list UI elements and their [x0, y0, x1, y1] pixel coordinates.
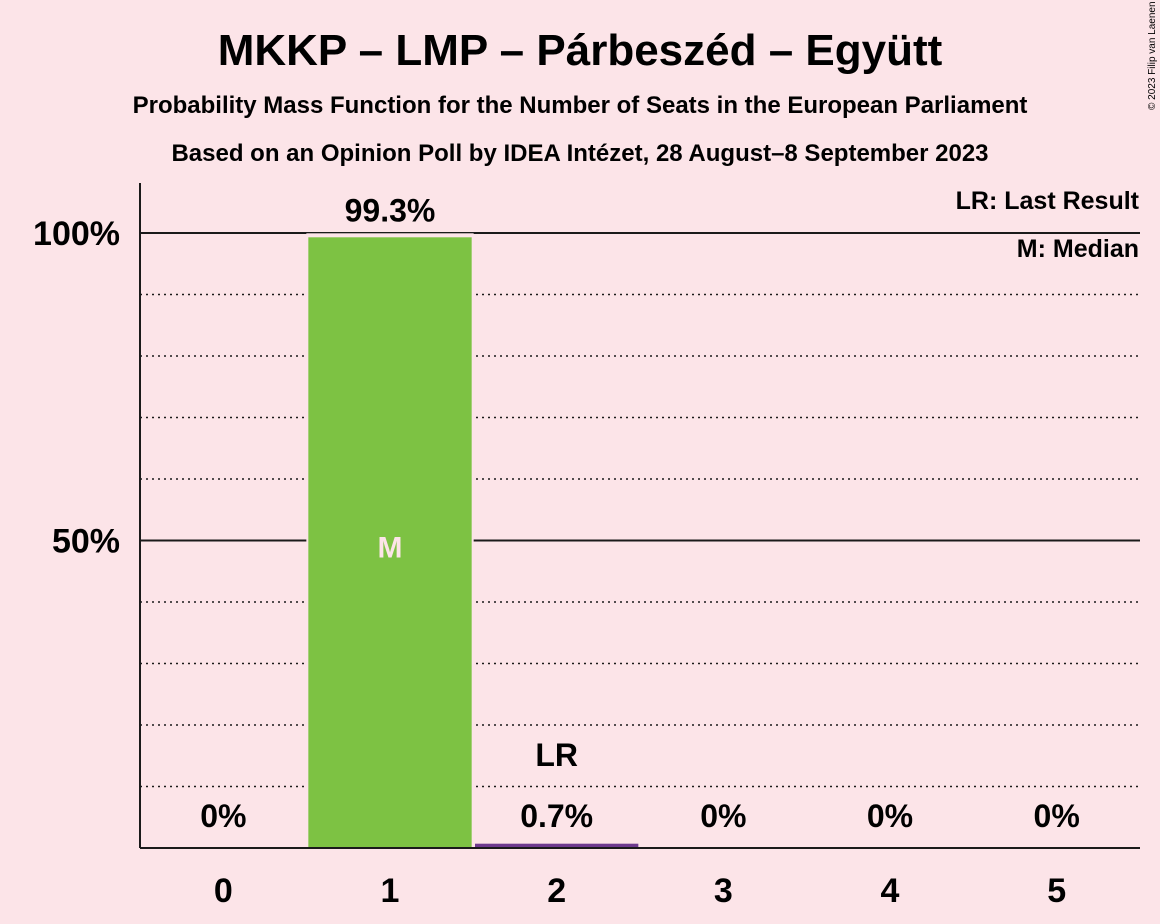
data-label: 99.3% [345, 192, 436, 228]
legend-median: M: Median [1017, 235, 1139, 263]
data-label: 0% [700, 798, 746, 834]
median-marker: M [378, 532, 403, 565]
last-result-marker: LR [535, 737, 578, 773]
bar-1 [308, 237, 472, 848]
x-tick-label: 5 [1047, 872, 1066, 910]
data-label: 0.7% [520, 798, 593, 834]
x-tick-label: 4 [881, 872, 900, 910]
data-label: 0% [200, 798, 246, 834]
copyright-note: © 2023 Filip van Laenen [1147, 1, 1158, 110]
x-tick-label: 1 [381, 872, 400, 910]
x-tick-label: 0 [214, 872, 233, 910]
y-tick-label: 100% [33, 215, 120, 253]
chart-subtitle: Probability Mass Function for the Number… [133, 92, 1028, 119]
chart-title: MKKP – LMP – Párbeszéd – Együtt [218, 26, 943, 75]
data-label: 0% [1034, 798, 1080, 834]
data-label: 0% [867, 798, 913, 834]
x-tick-label: 2 [547, 872, 566, 910]
legend-last-result: LR: Last Result [956, 187, 1140, 215]
grid-lines [140, 232, 1140, 788]
x-tick-label: 3 [714, 872, 733, 910]
bar-2 [475, 843, 639, 848]
bars [306, 233, 641, 848]
y-tick-label: 50% [52, 523, 120, 561]
chart-subtitle-source: Based on an Opinion Poll by IDEA Intézet… [171, 140, 988, 167]
